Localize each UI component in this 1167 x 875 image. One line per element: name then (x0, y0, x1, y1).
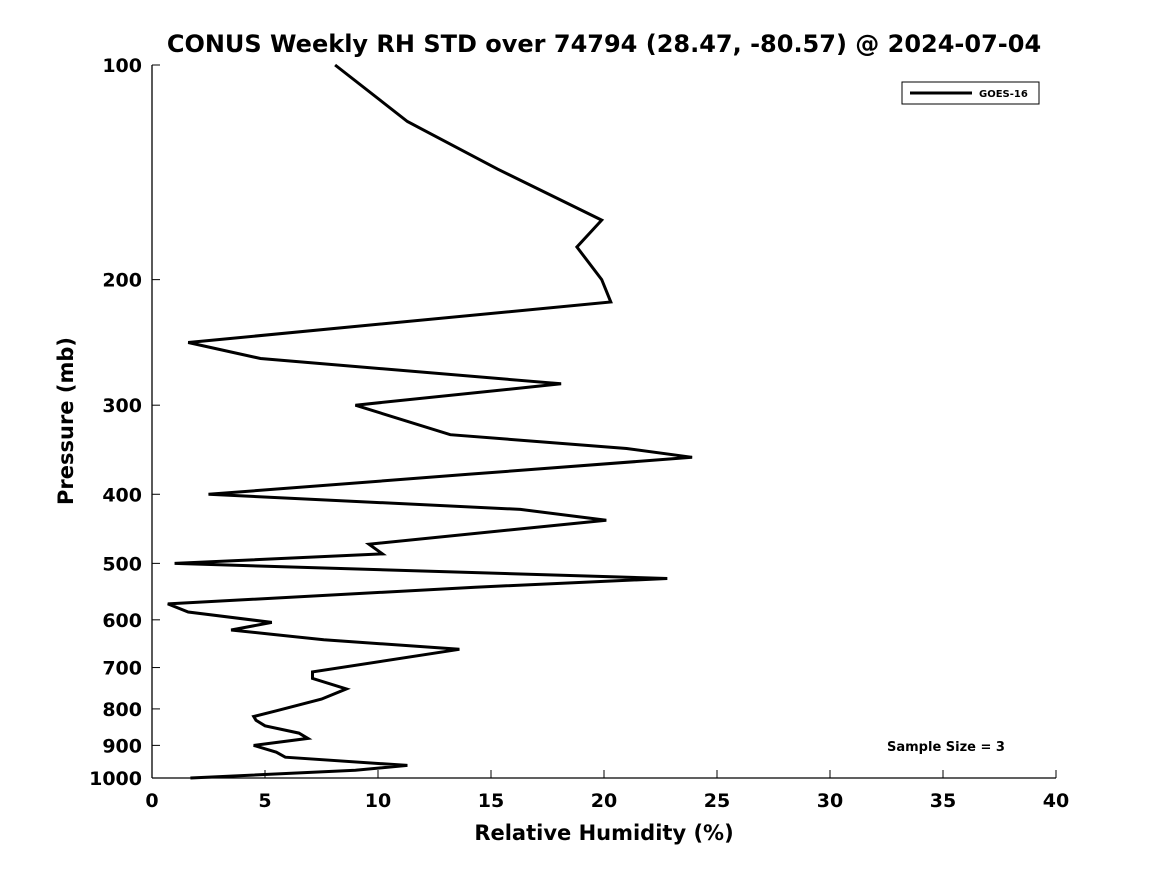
y-tick-label: 800 (102, 699, 142, 721)
y-tick-label: 600 (102, 610, 142, 632)
x-tick-label: 25 (704, 790, 730, 812)
x-tick-label: 15 (478, 790, 504, 812)
legend-entry-goes-16: GOES-16 (979, 89, 1028, 100)
x-tick-label: 40 (1043, 790, 1069, 812)
sample-size-annotation: Sample Size = 3 (887, 740, 1005, 755)
x-tick-label: 30 (817, 790, 843, 812)
series-layer (167, 63, 693, 780)
legend: GOES-16 (901, 81, 1040, 105)
chart-title: CONUS Weekly RH STD over 74794 (28.47, -… (167, 30, 1041, 58)
x-tick-label: 0 (145, 790, 158, 812)
plot-area (151, 65, 1056, 779)
x-axis-ticks: 0 5 10 15 20 25 30 35 40 (145, 770, 1069, 812)
y-tick-label: 400 (102, 484, 142, 506)
x-tick-label: 10 (365, 790, 391, 812)
y-axis-ticks: 100 200 300 400 500 600 700 800 900 1000 (89, 55, 160, 790)
y-tick-label: 900 (102, 735, 142, 757)
y-tick-label: 1000 (89, 768, 142, 790)
y-tick-label: 500 (102, 553, 142, 575)
x-tick-label: 5 (258, 790, 271, 812)
y-tick-label: 300 (102, 395, 142, 417)
series-line-goes-16 (167, 63, 693, 780)
plot-frame (152, 65, 1056, 778)
y-axis-label: Pressure (mb) (54, 337, 78, 505)
x-axis-label: Relative Humidity (%) (474, 821, 733, 845)
y-tick-label: 700 (102, 658, 142, 680)
y-tick-label: 200 (102, 270, 142, 292)
x-tick-label: 35 (930, 790, 956, 812)
y-tick-label: 100 (102, 55, 142, 77)
x-tick-label: 20 (591, 790, 617, 812)
